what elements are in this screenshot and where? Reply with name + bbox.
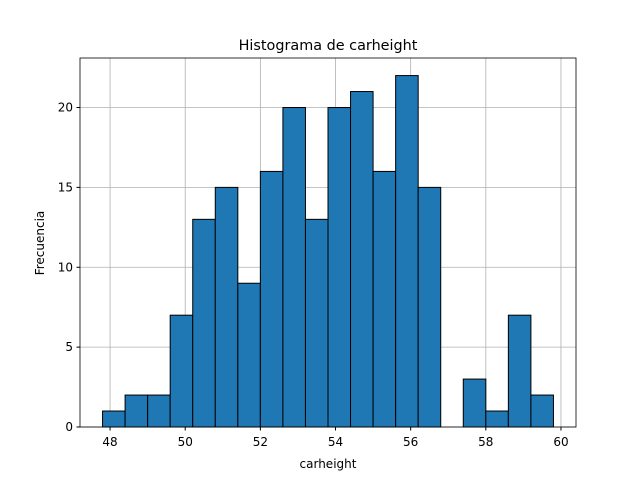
bar xyxy=(372,170,397,428)
bar xyxy=(237,282,261,428)
x-tick-label: 60 xyxy=(553,435,568,449)
x-tick-label: 48 xyxy=(102,435,117,449)
bar xyxy=(327,107,352,428)
bar xyxy=(304,218,329,428)
x-tick-label: 50 xyxy=(178,435,193,449)
y-tick-label: 0 xyxy=(65,420,73,434)
bar xyxy=(530,394,554,428)
bar xyxy=(147,394,171,428)
bar xyxy=(485,410,509,428)
x-tick-label: 54 xyxy=(328,435,343,449)
x-axis-label: carheight xyxy=(300,457,357,471)
x-tick-label: 58 xyxy=(478,435,493,449)
bar xyxy=(507,314,532,428)
bar xyxy=(395,75,419,428)
y-axis-label: Frecuencia xyxy=(33,211,47,276)
chart-title: Histograma de carheight xyxy=(239,38,418,54)
y-tick-label: 10 xyxy=(58,260,73,274)
x-tick-label: 56 xyxy=(403,435,418,449)
plot-frame xyxy=(79,57,577,428)
bar xyxy=(192,218,216,428)
bar xyxy=(169,314,194,428)
bar xyxy=(282,107,306,428)
y-tick-label: 15 xyxy=(58,180,73,194)
bar xyxy=(417,186,442,428)
bar xyxy=(350,91,374,428)
bar xyxy=(462,378,487,428)
x-tick-label: 52 xyxy=(253,435,268,449)
bar xyxy=(102,410,126,428)
bar xyxy=(259,170,284,428)
y-tick-label: 20 xyxy=(58,101,73,115)
bar xyxy=(124,394,149,428)
y-tick-label: 5 xyxy=(65,340,73,354)
bar xyxy=(214,186,239,428)
